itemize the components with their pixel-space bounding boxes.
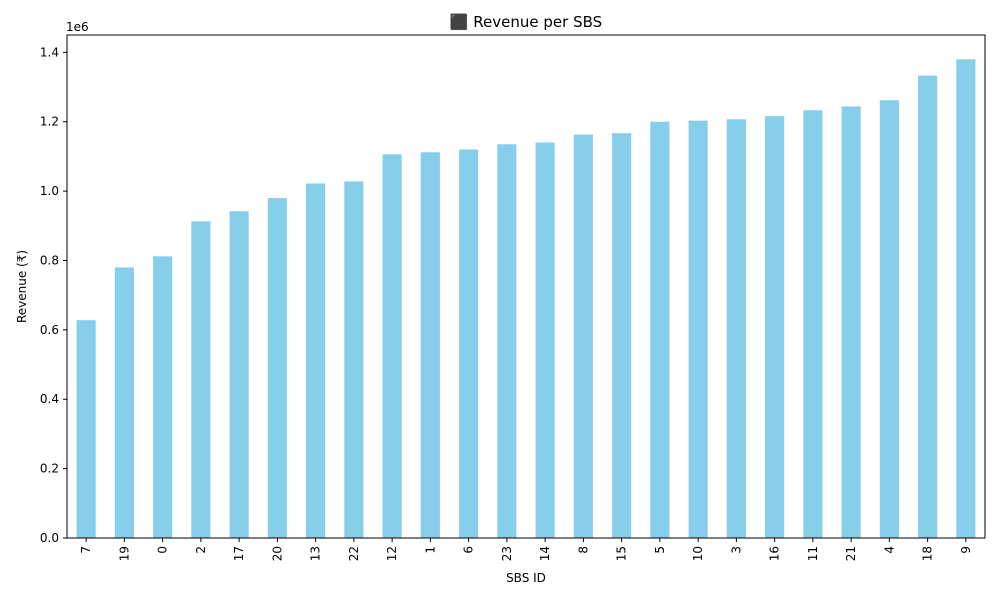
- x-tick-label: 14: [538, 546, 552, 561]
- x-tick-label: 9: [959, 546, 973, 554]
- bar-sbs-0: [153, 256, 173, 538]
- bar-sbs-22: [344, 181, 364, 538]
- y-tick-label: 0.8: [40, 253, 59, 267]
- bar-sbs-20: [267, 198, 287, 538]
- x-tick-label: 21: [844, 546, 858, 561]
- x-tick-label: 17: [232, 546, 246, 561]
- x-tick-label: 0: [156, 546, 170, 554]
- bar-sbs-14: [535, 142, 555, 538]
- bar-sbs-7: [76, 320, 96, 538]
- bar-sbs-1: [420, 152, 440, 538]
- y-tick-label: 0.0: [40, 531, 59, 545]
- bar-sbs-16: [765, 116, 785, 538]
- x-tick-label: 2: [194, 546, 208, 554]
- x-tick-label: 16: [768, 546, 782, 561]
- y-tick-label: 1.0: [40, 184, 59, 198]
- bar-sbs-9: [956, 59, 976, 539]
- chart-title: ⬛ Revenue per SBS: [450, 13, 602, 31]
- x-tick-label: 5: [653, 546, 667, 554]
- x-tick-label: 19: [117, 546, 131, 561]
- bar-sbs-8: [573, 134, 593, 538]
- y-axis-offset-label: 1e6: [66, 20, 89, 34]
- y-tick-label: 1.4: [40, 45, 59, 59]
- bar-sbs-21: [841, 106, 861, 538]
- bar-sbs-15: [612, 133, 632, 538]
- x-tick-label: 3: [729, 546, 743, 554]
- x-tick-label: 15: [615, 546, 629, 561]
- bar-sbs-19: [114, 267, 134, 538]
- x-tick-label: 20: [270, 546, 284, 561]
- y-tick-label: 1.2: [40, 115, 59, 129]
- bar-sbs-2: [191, 221, 211, 538]
- y-axis-label: Revenue (₹): [15, 250, 29, 323]
- x-tick-label: 10: [691, 546, 705, 561]
- x-tick-label: 18: [921, 546, 935, 561]
- x-tick-label: 12: [385, 546, 399, 561]
- bar-sbs-11: [803, 110, 823, 538]
- y-axis-ticks: 0.0 0.2 0.4 0.6 0.8 1.0 1.2 1.4: [40, 45, 67, 545]
- bar-sbs-17: [229, 211, 249, 538]
- bar-sbs-18: [918, 75, 938, 538]
- y-tick-label: 0.6: [40, 323, 59, 337]
- x-tick-label: 1: [423, 546, 437, 554]
- x-axis-label: SBS ID: [506, 571, 546, 585]
- plot-frame: [66, 34, 986, 539]
- bar-sbs-6: [459, 149, 479, 538]
- y-tick-label: 0.2: [40, 462, 59, 476]
- bars: [76, 59, 976, 539]
- x-tick-label: 8: [576, 546, 590, 554]
- bar-sbs-5: [650, 121, 670, 539]
- x-tick-label: 7: [79, 546, 93, 554]
- bar-sbs-10: [688, 120, 708, 539]
- y-tick-label: 0.4: [40, 392, 59, 406]
- bar-sbs-12: [382, 154, 402, 539]
- x-axis-ticks: 7 19 0 2 17 20 13 22 12 1 6 23 14 8 15 5 10 3 16 11 21 4 18 9: [79, 538, 973, 561]
- bar-sbs-23: [497, 144, 517, 539]
- x-tick-label: 11: [806, 546, 820, 561]
- x-tick-label: 23: [500, 546, 514, 561]
- x-tick-label: 4: [882, 546, 896, 554]
- bar-sbs-3: [726, 119, 746, 538]
- bar-sbs-4: [879, 100, 899, 538]
- x-tick-label: 6: [462, 546, 476, 554]
- x-tick-label: 13: [309, 546, 323, 561]
- x-tick-label: 22: [347, 546, 361, 561]
- bar-sbs-13: [306, 183, 326, 538]
